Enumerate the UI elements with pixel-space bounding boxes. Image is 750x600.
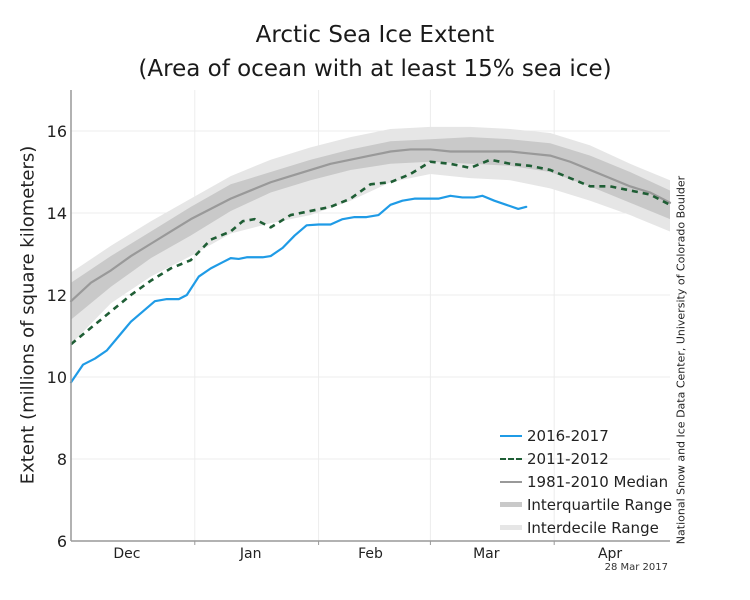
legend-item-median[interactable]: 1981-2010 Median [500, 470, 672, 493]
legend-item-interquartile[interactable]: Interquartile Range [500, 493, 672, 516]
x-tick-label-dec: Dec [113, 546, 140, 562]
x-tick-label-mar: Mar [473, 546, 500, 562]
legend-item-2016-2017[interactable]: 2016-2017 [500, 424, 672, 447]
legend-swatch-solid-blue [500, 434, 522, 437]
legend-label: 2016-2017 [527, 426, 609, 445]
series-2011-2012-line [70, 158, 671, 346]
legend-label: 2011-2012 [527, 449, 609, 468]
legend: 2016-2017 2011-2012 1981-2010 Median Int… [500, 424, 672, 539]
legend-swatch-dark-band [500, 502, 522, 507]
y-tick-label: 14 [47, 204, 67, 223]
median-line [69, 148, 672, 303]
chart-title: Arctic Sea Ice Extent [255, 22, 495, 48]
legend-item-2011-2012[interactable]: 2011-2012 [500, 447, 672, 470]
interquartile-band [71, 137, 670, 320]
x-tick-label-feb: Feb [358, 546, 383, 562]
interdecile-band [71, 126, 670, 345]
chart-subtitle: (Area of ocean with at least 15% sea ice… [138, 56, 612, 82]
source-credit: National Snow and Ice Data Center, Unive… [674, 175, 688, 545]
y-tick-label: 10 [47, 368, 67, 387]
legend-label: Interquartile Range [527, 495, 673, 514]
x-tick-label-jan: Jan [239, 546, 262, 562]
x-tick-label-apr: Apr [598, 546, 622, 562]
y-tick-label: 8 [57, 450, 67, 469]
date-stamp: 28 Mar 2017 [604, 562, 668, 573]
legend-swatch-dashed-green [500, 457, 522, 460]
legend-swatch-gray-line [500, 480, 522, 483]
legend-swatch-light-band [500, 525, 522, 530]
legend-label: Interdecile Range [527, 518, 659, 537]
y-axis-label: Extent (millions of square kilometers) [17, 145, 39, 485]
legend-label: 1981-2010 Median [527, 472, 669, 491]
legend-item-interdecile[interactable]: Interdecile Range [500, 516, 672, 539]
series-2016-2017-line [69, 194, 528, 384]
y-tick-label: 12 [47, 286, 67, 305]
y-tick-label: 6 [57, 532, 67, 551]
y-tick-label: 16 [47, 122, 67, 141]
